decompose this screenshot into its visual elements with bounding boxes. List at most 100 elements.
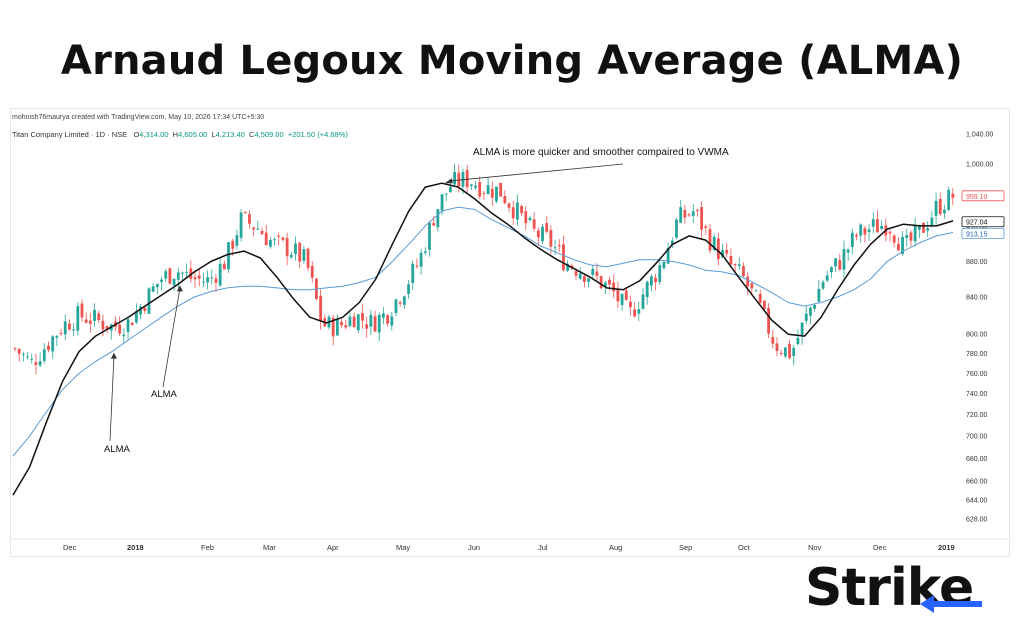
candle-body [252,227,256,230]
candle-body [449,186,452,193]
candle-body [34,362,38,366]
candle-body [499,182,503,197]
candle-body [859,224,863,236]
candle-body [633,309,637,317]
annotation-main-arrowhead [444,178,453,184]
candle-body [645,281,649,298]
candle-body [302,249,306,261]
candle-body [273,239,276,241]
candle-body [340,321,343,326]
candle-body [474,185,477,188]
y-tick-label: 800.00 [966,332,988,339]
candle-body [779,352,783,354]
candle-body [490,188,494,198]
annotation-alma-2-arrow [109,356,115,442]
candle-body [478,182,482,197]
candle-body [76,306,80,331]
candle-body [143,307,147,311]
y-tick-label: 1,000.00 [966,161,993,168]
candle-body [536,230,540,238]
candle-body [913,226,917,242]
candle-body [365,324,369,329]
candle-body [428,222,431,250]
candle-body [763,300,766,309]
candle-body [679,207,683,223]
y-tick-label: 700.00 [966,434,988,441]
candle-body [867,229,871,233]
close-label: C [249,130,255,139]
candle-body [193,277,197,280]
candle-body [817,288,821,302]
candle-body [80,303,84,318]
candle-body [260,230,264,235]
candle-body [587,278,590,282]
candle-body [386,315,390,324]
candle-body [800,322,804,337]
candle-body [21,354,25,356]
y-tick-label: 1,040.00 [966,131,993,138]
x-tick-label: Dec [873,543,887,552]
candle-body [42,349,46,361]
candle-body [457,172,461,187]
open-label: O [133,130,140,139]
candle-body [222,263,226,270]
candle-body [97,313,101,320]
candle-body [838,260,842,270]
x-tick-label: Dec [63,543,77,552]
candle-body [214,278,218,283]
candle-body [281,237,285,240]
brand-text: Strik [805,558,940,618]
candle-body [549,230,553,247]
candle-body [185,271,189,273]
candle-body [423,251,427,253]
annotation-alma-1: ALMA [151,389,178,400]
candle-body [390,316,394,326]
candle-body [675,219,678,238]
candle-body [507,203,511,208]
candle-body [218,263,222,286]
candle-body [197,275,201,279]
candle-body [696,209,699,211]
candle-body [210,277,214,279]
candle-body [38,361,42,366]
candle-body [289,254,293,258]
alma-price-label-box [961,216,1005,228]
candle-body [88,320,92,324]
y-tick-label: 660.00 [966,479,988,486]
candle-body [792,347,796,357]
candle-body [700,207,704,230]
candle-body [84,319,88,323]
candle-body [206,277,209,283]
candle-body [47,345,50,351]
y-tick-label: 740.00 [966,391,988,398]
candle-body [712,236,716,250]
candle-body [850,232,854,247]
candle-body [436,209,440,228]
candle-body [298,242,302,262]
candle-body [943,209,946,214]
candle-body [905,235,909,239]
candle-body [612,282,616,292]
candle-body [310,265,314,278]
candle-body [637,309,641,314]
candle-body [294,243,297,254]
candle-body [842,249,846,270]
candle-body [813,304,817,309]
y-tick-label: 840.00 [966,294,988,301]
candle-body [804,313,808,321]
candle-body [825,275,829,281]
candle-body [243,211,247,213]
x-tick-label: May [396,543,410,552]
candle-body [783,347,787,357]
x-tick-label: Oct [738,543,751,552]
open-value: 4,314.00 [139,130,169,139]
candle-body [516,202,519,220]
annotation-main: ALMA is more quicker and smoother compai… [473,147,729,158]
candle-body [231,240,235,249]
candle-body [876,219,879,233]
candle-body [469,184,473,187]
candle-body [93,309,96,321]
candle-body [319,295,323,322]
candle-body [796,337,800,345]
candle-body [168,268,172,284]
